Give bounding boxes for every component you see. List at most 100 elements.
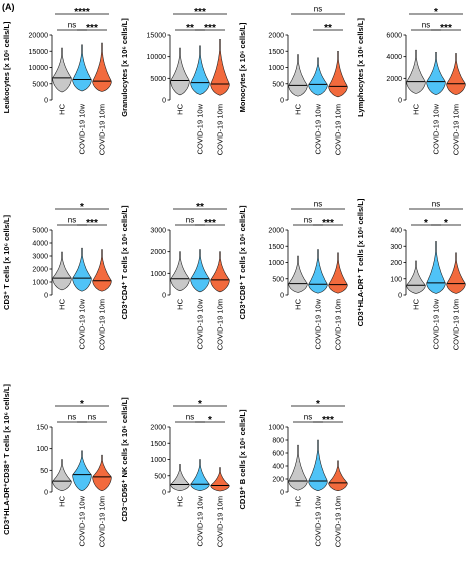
significance-label: ns bbox=[304, 413, 312, 422]
significance-label: *** bbox=[322, 218, 334, 229]
x-tick-label: HC bbox=[294, 298, 303, 309]
x-tick-label: COVID-19 10w bbox=[196, 103, 205, 154]
violin bbox=[288, 255, 308, 293]
violin bbox=[426, 241, 446, 294]
y-axis-label: Leukocytes [x 10⁶ cells/L] bbox=[2, 21, 11, 113]
significance-label: *** bbox=[322, 415, 334, 426]
violin bbox=[72, 450, 92, 491]
y-tick-label: 4000 bbox=[386, 54, 402, 61]
violin bbox=[52, 47, 72, 93]
x-tick-label: COVID-19 10w bbox=[196, 298, 205, 349]
y-axis-label: Granulocytes [x 10⁶ cells/L] bbox=[120, 18, 129, 117]
significance-label: *** bbox=[204, 23, 216, 34]
x-tick-label: HC bbox=[176, 298, 185, 309]
violin bbox=[328, 252, 348, 294]
x-tick-label: COVID-19 10m bbox=[98, 496, 107, 547]
violin bbox=[446, 252, 466, 294]
y-axis-label: CD3⁺ T cells [x 10⁶ cells/L] bbox=[2, 215, 11, 310]
violin bbox=[406, 260, 426, 294]
y-tick-label: 10000 bbox=[29, 65, 49, 72]
y-tick-label: 2000 bbox=[150, 425, 166, 432]
significance-label: ns bbox=[186, 413, 194, 422]
y-axis-label: Monocytes [x 10⁶ cells/L] bbox=[238, 22, 247, 112]
significance-label: * bbox=[424, 218, 428, 229]
y-axis-label: CD3⁺HLA-DR⁺CD38⁺ T cells [x 10⁶ cells/L] bbox=[2, 384, 11, 535]
x-tick-label: COVID-19 10w bbox=[432, 298, 441, 349]
panel: 0 100 200 300 400 CD3⁺HLA-DR⁺ T cells [x 10⁶ … bbox=[356, 198, 466, 350]
x-tick-label: COVID-19 10w bbox=[314, 103, 323, 154]
panel: 0 1000 2000 3000 4000 5000 CD3⁺ T cells [x 10⁶… bbox=[2, 202, 112, 350]
y-axis-label: CD19⁺ B cells [x 10⁶ cells/L] bbox=[238, 409, 247, 509]
violin bbox=[52, 459, 72, 491]
significance-label: ** bbox=[186, 23, 194, 34]
x-tick-label: COVID-19 10w bbox=[78, 298, 87, 349]
x-tick-label: COVID-19 10w bbox=[196, 495, 205, 546]
x-tick-label: HC bbox=[412, 298, 421, 309]
significance-label: ns bbox=[68, 21, 76, 30]
significance-label: ns bbox=[68, 413, 76, 422]
x-tick-label: HC bbox=[294, 495, 303, 506]
violin bbox=[446, 53, 466, 95]
panel: 0 1000 2000 3000 CD3⁺CD4⁺ T cells [x 10⁶ cel… bbox=[120, 202, 230, 350]
panel: 0 50 100 150 CD3⁺HLA-DR⁺CD38⁺ T cells [x 10⁶… bbox=[2, 384, 112, 547]
y-tick-label: 0 bbox=[44, 490, 48, 497]
y-tick-label: 800 bbox=[272, 438, 284, 445]
violin bbox=[210, 251, 230, 293]
y-tick-label: 200 bbox=[272, 477, 284, 484]
significance-label: ns bbox=[432, 200, 440, 209]
significance-label: * bbox=[434, 7, 438, 18]
y-tick-label: 0 bbox=[280, 293, 284, 300]
y-tick-label: 200 bbox=[390, 260, 402, 267]
y-tick-label: 0 bbox=[280, 490, 284, 497]
x-tick-label: HC bbox=[58, 103, 67, 114]
y-tick-label: 2000 bbox=[268, 33, 284, 40]
y-tick-label: 500 bbox=[272, 81, 284, 88]
violin bbox=[426, 52, 446, 95]
y-tick-label: 10000 bbox=[147, 54, 167, 61]
y-tick-label: 1500 bbox=[150, 441, 166, 448]
violin bbox=[210, 467, 230, 492]
significance-label: *** bbox=[86, 23, 98, 34]
x-tick-label: COVID-19 10w bbox=[314, 298, 323, 349]
significance-label: *** bbox=[86, 218, 98, 229]
significance-label: *** bbox=[194, 7, 206, 18]
y-tick-label: 400 bbox=[390, 228, 402, 235]
panel: 0 5000 10000 15000 Granulocytes [x 10⁶ cells… bbox=[120, 7, 230, 155]
y-tick-label: 5000 bbox=[32, 228, 48, 235]
y-tick-label: 0 bbox=[398, 98, 402, 105]
x-tick-label: COVID-19 10w bbox=[432, 103, 441, 154]
x-tick-label: COVID-19 10w bbox=[78, 103, 87, 154]
panel-label: (A) bbox=[2, 2, 15, 12]
y-axis-label: CD3⁺CD4⁺ T cells [x 10⁶ cells/L] bbox=[120, 205, 129, 319]
y-tick-label: 15000 bbox=[147, 33, 167, 40]
y-tick-label: 0 bbox=[162, 490, 166, 497]
y-tick-label: 500 bbox=[154, 473, 166, 480]
significance-label: * bbox=[444, 218, 448, 229]
y-tick-label: 0 bbox=[280, 98, 284, 105]
violin bbox=[190, 459, 210, 491]
violin bbox=[52, 251, 72, 291]
x-tick-label: COVID-19 10m bbox=[334, 299, 343, 350]
panel: 0 5000 10000 15000 20000 Leukocytes [x 10⁶ ce… bbox=[2, 7, 112, 155]
significance-label: ns bbox=[88, 413, 96, 422]
y-tick-label: 15000 bbox=[29, 49, 49, 56]
y-tick-label: 0 bbox=[162, 98, 166, 105]
x-tick-label: COVID-19 10m bbox=[334, 104, 343, 155]
y-tick-label: 2000 bbox=[268, 228, 284, 235]
violin bbox=[170, 47, 190, 96]
y-tick-label: 600 bbox=[272, 451, 284, 458]
y-tick-label: 3000 bbox=[150, 228, 166, 235]
x-tick-label: COVID-19 10w bbox=[78, 495, 87, 546]
y-tick-label: 0 bbox=[162, 293, 166, 300]
panel: 0 200 400 600 800 1000 CD19⁺ B cells [x 10⁶ ce… bbox=[238, 399, 348, 547]
violin bbox=[308, 57, 328, 96]
violin bbox=[72, 247, 92, 292]
y-tick-label: 2000 bbox=[32, 267, 48, 274]
significance-label: **** bbox=[74, 7, 90, 18]
significance-label: * bbox=[80, 202, 84, 213]
y-tick-label: 0 bbox=[44, 98, 48, 105]
y-tick-label: 100 bbox=[390, 276, 402, 283]
y-tick-label: 4000 bbox=[32, 241, 48, 248]
y-tick-label: 20000 bbox=[29, 33, 49, 40]
y-tick-label: 400 bbox=[272, 464, 284, 471]
